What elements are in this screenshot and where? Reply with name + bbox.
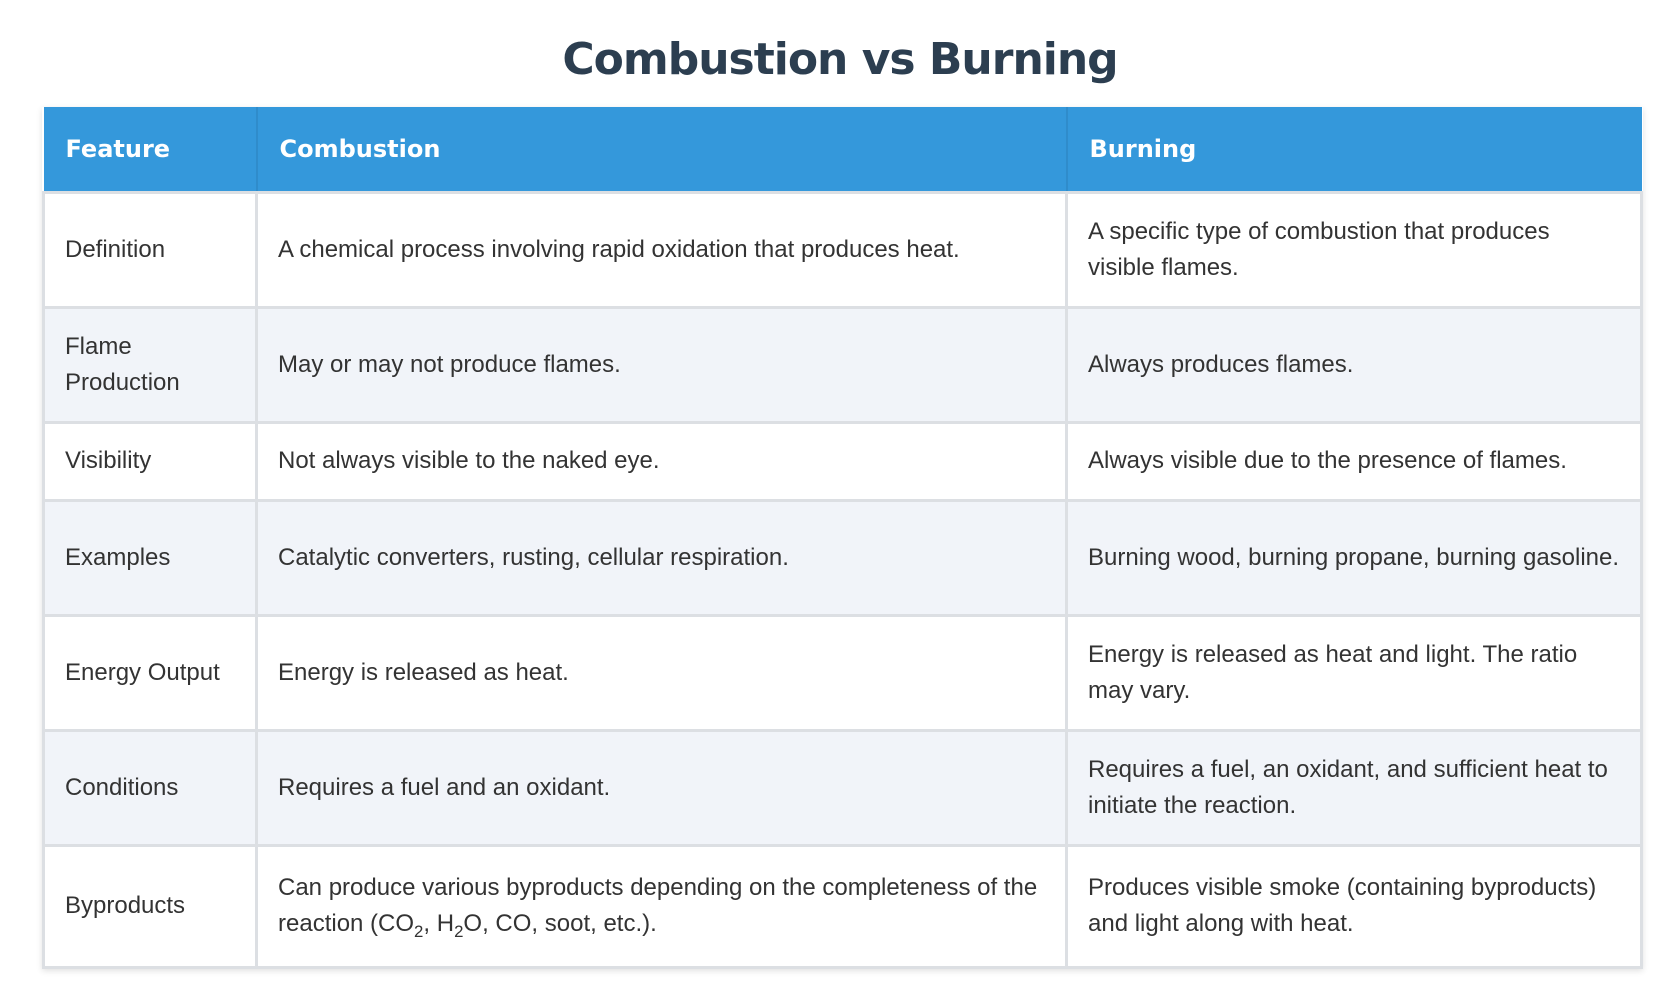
cell-combustion: May or may not produce flames.	[255, 305, 1068, 424]
cell-burning: Burning wood, burning propane, burning g…	[1065, 498, 1643, 617]
cell-burning: Always produces flames.	[1065, 305, 1643, 424]
cell-combustion: Requires a fuel and an oxidant.	[255, 728, 1068, 847]
table-row: Energy Output Energy is released as heat…	[42, 613, 1643, 732]
cell-burning: Always visible due to the presence of fl…	[1065, 420, 1643, 502]
cell-feature: Byproducts	[42, 843, 258, 969]
header-combustion: Combustion	[256, 107, 1068, 192]
subscript-2: 2	[454, 921, 464, 941]
cell-feature: Flame Production	[42, 305, 258, 424]
table-row: Visibility Not always visible to the nak…	[42, 420, 1643, 502]
table-body: Definition A chemical process involving …	[42, 190, 1643, 969]
table-row: Examples Catalytic converters, rusting, …	[42, 498, 1643, 617]
cell-combustion: A chemical process involving rapid oxida…	[255, 190, 1068, 309]
header-burning: Burning	[1066, 107, 1642, 192]
cell-burning: A specific type of combustion that produ…	[1065, 190, 1643, 309]
cell-combustion: Not always visible to the naked eye.	[255, 420, 1068, 502]
cell-feature: Energy Output	[42, 613, 258, 732]
table-row: Definition A chemical process involving …	[42, 190, 1643, 309]
table-row: Conditions Requires a fuel and an oxidan…	[42, 728, 1643, 847]
cell-feature: Visibility	[42, 420, 258, 502]
table-header: Feature Combustion Burning	[43, 107, 1642, 192]
byproducts-text-start: Can produce various byproducts depending…	[278, 874, 1038, 937]
header-row: Feature Combustion Burning	[43, 107, 1642, 192]
table-row: Flame Production May or may not produce …	[42, 305, 1643, 424]
page-title: Combustion vs Burning	[562, 34, 1118, 85]
cell-burning: Produces visible smoke (containing bypro…	[1065, 843, 1643, 969]
cell-feature: Definition	[42, 190, 258, 309]
subscript-2: 2	[414, 921, 424, 941]
byproducts-text-end: O, CO, soot, etc.).	[463, 910, 657, 937]
cell-burning: Requires a fuel, an oxidant, and suffici…	[1065, 728, 1643, 847]
cell-combustion: Catalytic converters, rusting, cellular …	[255, 498, 1068, 617]
cell-burning: Energy is released as heat and light. Th…	[1065, 613, 1643, 732]
cell-feature: Examples	[42, 498, 258, 617]
cell-feature: Conditions	[42, 728, 258, 847]
byproducts-text-mid: , H	[423, 910, 455, 937]
cell-combustion: Energy is released as heat.	[255, 613, 1068, 732]
table-row: Byproducts Can produce various byproduct…	[42, 843, 1643, 969]
comparison-table: Feature Combustion Burning Definition A …	[42, 107, 1643, 969]
cell-combustion: Can produce various byproducts depending…	[255, 843, 1068, 969]
header-feature: Feature	[43, 107, 258, 192]
